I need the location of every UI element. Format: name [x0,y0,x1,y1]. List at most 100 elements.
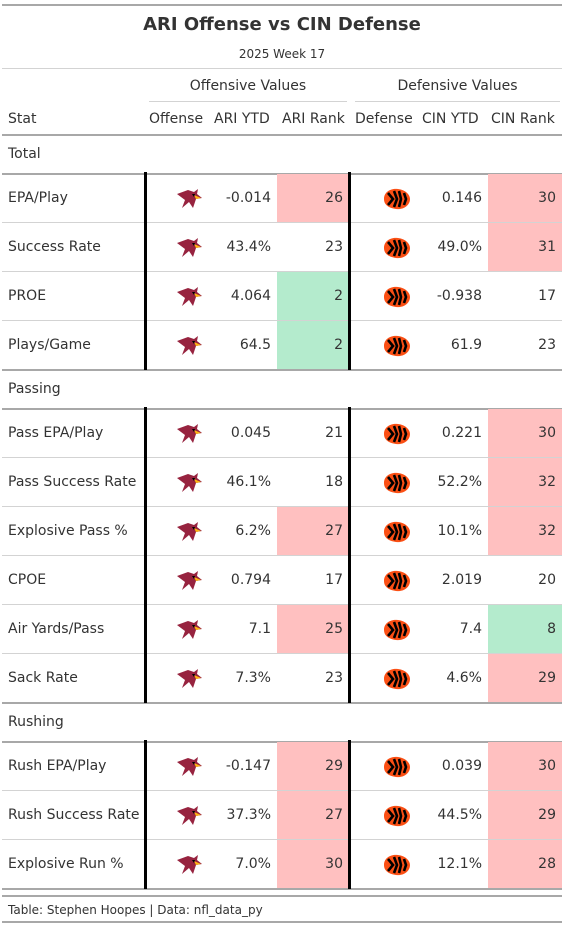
ari-rank-value: 26 [325,190,343,206]
ari-ytd-value: 46.1% [226,474,271,490]
offense-border [144,740,147,889]
stat-label: Rush Success Rate [8,807,140,823]
ari-rank-value: 2 [334,288,343,304]
stat-label: Explosive Run % [8,856,124,872]
cin-rank-value: 29 [538,807,556,823]
ari-rank-shade [277,605,348,654]
stat-label: Air Yards/Pass [8,621,105,637]
row-rule [2,369,562,371]
ari-rank-value: 23 [325,670,343,686]
ari-ytd-value: 6.2% [235,523,271,539]
cin-rank-shade [488,223,562,272]
table-source-note: Table: Stephen Hoopes | Data: nfl_data_p… [8,903,263,917]
cardinals-logo-icon [174,754,204,780]
cardinals-logo-icon [174,519,204,545]
bengals-logo-icon [382,852,412,878]
defense-border [348,407,351,703]
ari-rank-value: 17 [325,572,343,588]
cin-rank-value: 31 [538,239,556,255]
cin-ytd-value: 0.221 [441,425,482,441]
cardinals-logo-icon [174,186,204,212]
cardinals-logo-icon [174,803,204,829]
cin-ytd-value: 0.146 [441,190,482,206]
table-subtitle: 2025 Week 17 [238,47,326,61]
stat-label: Rush EPA/Play [8,758,107,774]
cardinals-logo-icon [174,470,204,496]
ari-ytd-value: -0.147 [225,758,271,774]
offense-border [144,407,147,703]
stat-label: Sack Rate [8,670,78,686]
row-rule [2,320,562,321]
defense-border [348,740,351,889]
cardinals-logo-icon [174,852,204,878]
ari-rank-value: 18 [325,474,343,490]
cin-rank-shade [488,409,562,458]
cardinals-logo-icon [174,421,204,447]
stat-label: PROE [8,288,47,304]
cin-rank-shade [488,507,562,556]
stat-label: Explosive Pass % [8,523,128,539]
ari-ytd-value: 64.5 [239,337,271,353]
row-rule [2,839,562,840]
cin-rank-shade [488,840,562,889]
ari-ytd-value: 0.794 [230,572,271,588]
cin-rank-value: 28 [538,856,556,872]
cin-rank-value: 30 [538,758,556,774]
col-ari-rank: ARI Rank [282,111,345,127]
offense-border [144,172,147,370]
table-row: Pass EPA/Play 0.045 21 0.221 30 [2,409,562,458]
bengals-logo-icon [382,617,412,643]
cin-ytd-value: 61.9 [450,337,482,353]
table-row: PROE 4.064 2 -0.938 17 [2,272,562,321]
cin-rank-shade [488,742,562,791]
ari-ytd-value: 0.045 [230,425,271,441]
ari-rank-value: 21 [325,425,343,441]
stat-label: Success Rate [8,239,101,255]
row-rule [2,222,562,223]
col-stat: Stat [8,111,37,127]
cardinals-logo-icon [174,617,204,643]
row-rule [2,555,562,556]
group-rule [2,408,562,410]
bengals-logo-icon [382,803,412,829]
cin-ytd-value: 49.0% [437,239,482,255]
table-row: EPA/Play -0.014 26 0.146 30 [2,174,562,223]
group-label: Passing [8,381,61,397]
bengals-logo-icon [382,235,412,261]
footer-rule [2,921,562,923]
table-row: Pass Success Rate 46.1% 18 52.2% 32 [2,458,562,507]
cin-rank-value: 8 [547,621,556,637]
cardinals-logo-icon [174,235,204,261]
table-row: Air Yards/Pass 7.1 25 7.4 8 [2,605,562,654]
cin-rank-value: 32 [538,474,556,490]
row-rule [2,271,562,272]
row-rule [2,790,562,791]
cin-ytd-value: 12.1% [437,856,482,872]
table-row: CPOE 0.794 17 2.019 20 [2,556,562,605]
ari-rank-shade [277,791,348,840]
row-rule [2,888,562,890]
bengals-logo-icon [382,754,412,780]
cin-rank-value: 32 [538,523,556,539]
table-row: Explosive Pass % 6.2% 27 10.1% 32 [2,507,562,556]
cin-ytd-value: 7.4 [459,621,482,637]
ari-ytd-value: 43.4% [226,239,271,255]
spanner-offensive: Offensive Values [189,78,307,94]
ari-rank-shade [277,174,348,223]
cin-rank-shade [488,654,562,703]
cin-ytd-value: 52.2% [437,474,482,490]
ari-rank-shade [277,507,348,556]
table-row: Plays/Game 64.5 2 61.9 23 [2,321,562,370]
cardinals-logo-icon [174,666,204,692]
cin-ytd-value: -0.938 [436,288,482,304]
ari-rank-value: 30 [325,856,343,872]
cin-rank-value: 30 [538,190,556,206]
cin-rank-value: 30 [538,425,556,441]
col-ari-ytd: ARI YTD [214,111,270,127]
ari-ytd-value: 7.1 [248,621,271,637]
col-cin-rank: CIN Rank [491,111,555,127]
bottom-rule [2,895,562,897]
defense-border [348,172,351,370]
ari-rank-value: 23 [325,239,343,255]
ari-rank-shade [277,742,348,791]
